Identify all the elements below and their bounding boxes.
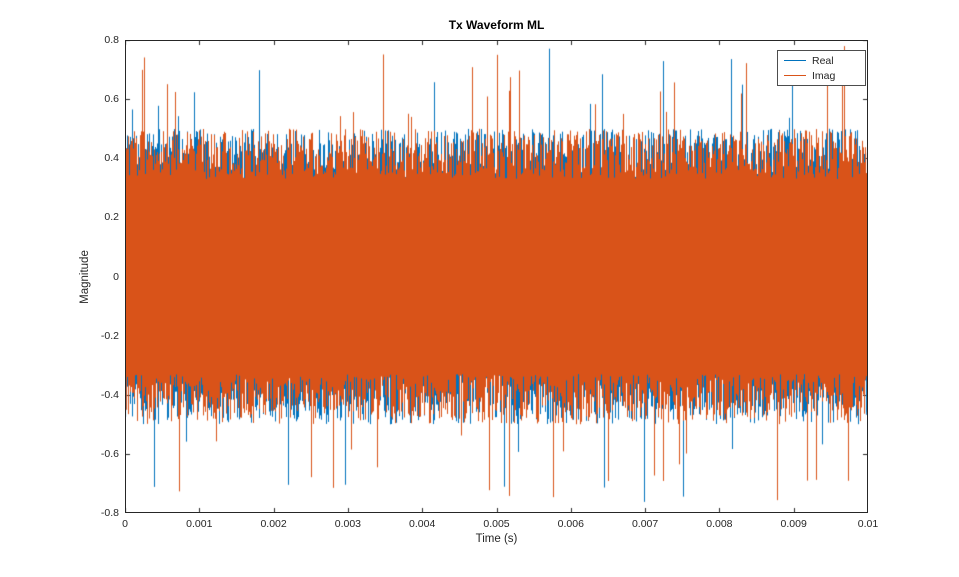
real-line-swatch <box>784 60 806 61</box>
x-tick-label: 0.004 <box>409 518 436 530</box>
legend-entry-real: Real <box>778 53 865 68</box>
x-tick-label: 0.007 <box>631 518 659 530</box>
y-tick-label: -0.2 <box>100 329 119 342</box>
y-tick-label: 0.2 <box>104 211 119 224</box>
x-tick-label: 0.009 <box>780 518 807 530</box>
x-tick-label: 0.002 <box>260 518 287 530</box>
waveform-canvas <box>125 40 868 513</box>
legend-label-real: Real <box>812 54 834 67</box>
y-tick-label: 0.4 <box>104 152 119 165</box>
legend-label-imag: Imag <box>812 69 836 82</box>
x-tick-label: 0.001 <box>186 518 213 530</box>
y-tick-label: -0.8 <box>100 507 119 519</box>
y-tick-label: -0.4 <box>100 388 119 401</box>
x-axis-label: Time (s) <box>475 533 518 545</box>
y-tick-label: 0 <box>113 270 119 283</box>
x-tick-label: 0.008 <box>706 518 733 530</box>
legend-entry-imag: Imag <box>778 68 865 83</box>
y-tick-label: 0.8 <box>104 34 119 46</box>
x-tick-label: 0.01 <box>857 518 879 530</box>
chart-title: Tx Waveform ML <box>448 18 545 32</box>
legend: Real Imag <box>777 50 866 86</box>
x-tick-label: 0.005 <box>483 518 510 530</box>
y-tick-label: 0.6 <box>104 93 119 106</box>
y-tick-label: -0.6 <box>100 447 119 460</box>
x-tick-label: 0 <box>122 518 128 530</box>
imag-line-swatch <box>784 75 806 76</box>
x-tick-label: 0.006 <box>557 518 584 530</box>
x-tick-label: 0.003 <box>334 518 362 530</box>
